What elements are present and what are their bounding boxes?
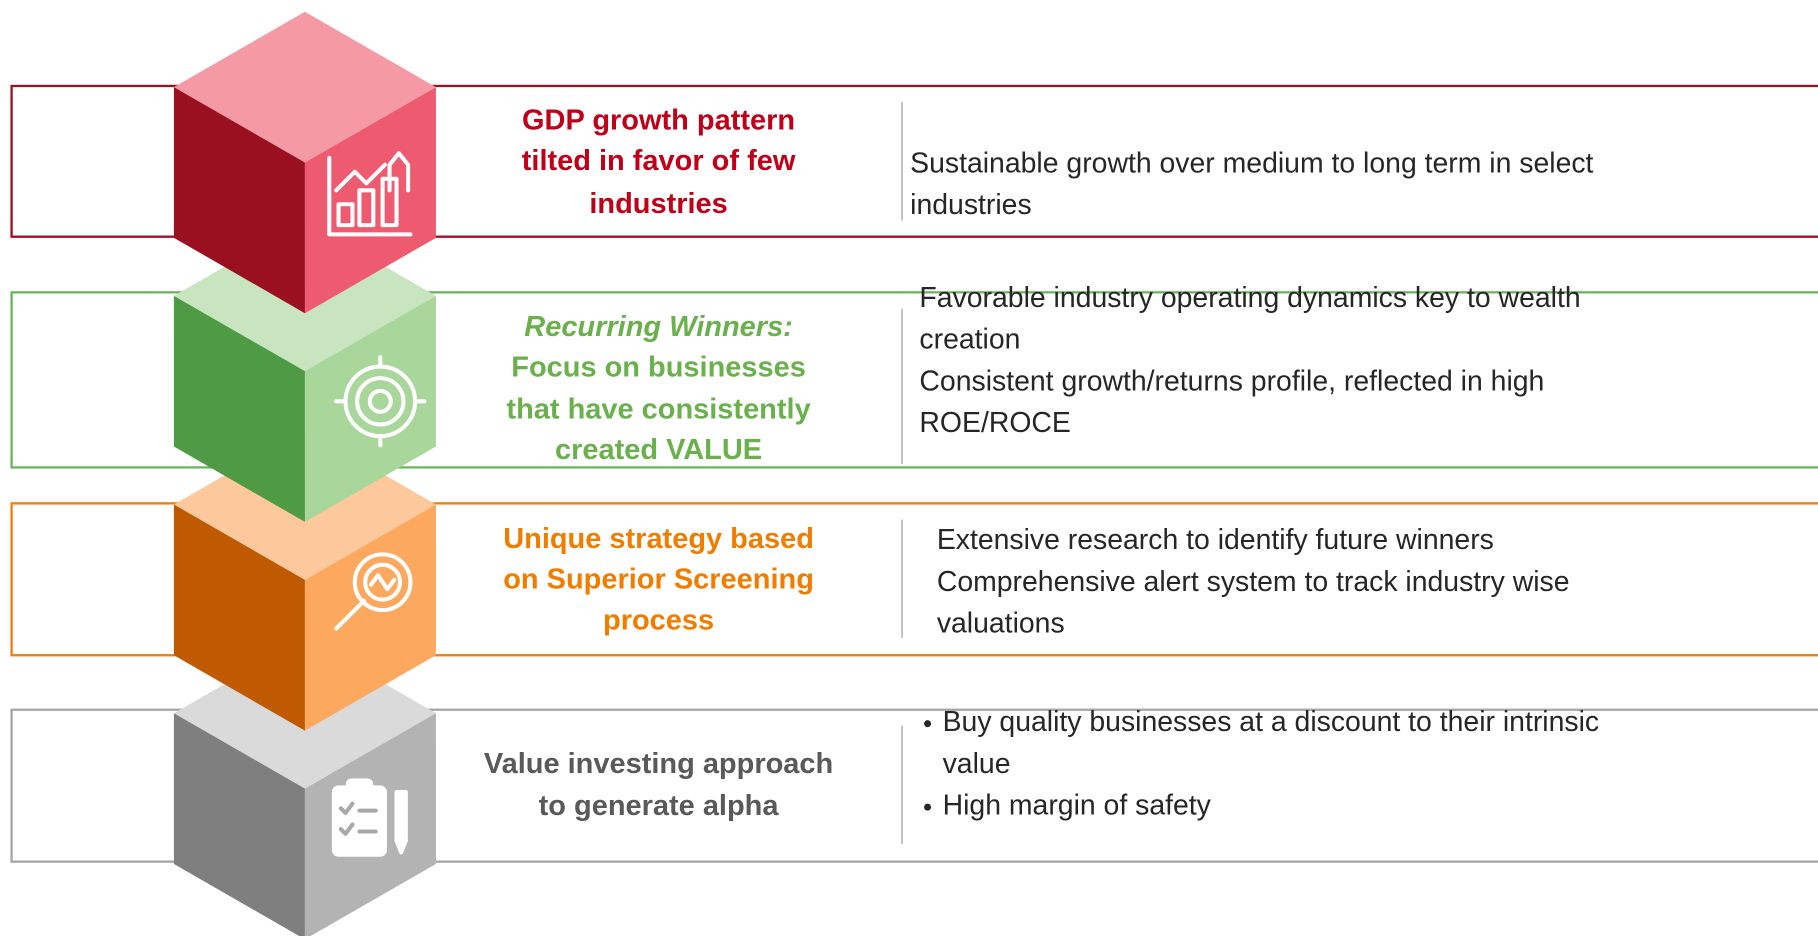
row-description: Sustainable growth over medium to long t…: [910, 147, 1593, 179]
row-description: industries: [910, 189, 1032, 221]
row-title: Recurring Winners:: [524, 311, 793, 343]
row-description: valuations: [937, 608, 1065, 640]
bullet: [924, 720, 932, 728]
cube-top: [173, 11, 436, 163]
row-title: Unique strategy based: [503, 523, 814, 555]
checklist-icon: [331, 778, 408, 857]
row-description: Extensive research to identify future wi…: [937, 524, 1494, 556]
cube: [173, 11, 436, 314]
row-description: Buy quality businesses at a discount to …: [943, 706, 1599, 738]
row-title: industries: [589, 188, 727, 220]
growth-icon: [327, 151, 413, 237]
row-description: ROE/ROCE: [919, 407, 1070, 439]
row-description: value: [943, 748, 1011, 780]
row-description: Consistent growth/returns profile, refle…: [919, 365, 1544, 397]
row-title: tilted in favor of few: [522, 145, 796, 177]
row-title: Focus on businesses: [511, 352, 806, 384]
row-title: on Superior Screening: [503, 564, 814, 596]
row-description: High margin of safety: [943, 790, 1212, 822]
row-description: creation: [919, 324, 1020, 356]
row-description: Comprehensive alert system to track indu…: [937, 566, 1570, 598]
cube-left: [173, 713, 305, 936]
row-title: GDP growth pattern: [522, 105, 795, 137]
row-title: process: [603, 604, 714, 636]
row-title: created VALUE: [555, 434, 762, 466]
row-title: that have consistently: [506, 393, 810, 425]
cube-right: [304, 87, 436, 314]
search-icon: [334, 552, 413, 631]
target-icon: [334, 355, 427, 448]
cube-left: [173, 87, 305, 314]
cube-left: [173, 295, 305, 522]
row-title: to generate alpha: [539, 790, 780, 822]
bullet: [924, 803, 932, 811]
row-description: Favorable industry operating dynamics ke…: [919, 282, 1580, 314]
row-title: Value investing approach: [484, 748, 833, 780]
